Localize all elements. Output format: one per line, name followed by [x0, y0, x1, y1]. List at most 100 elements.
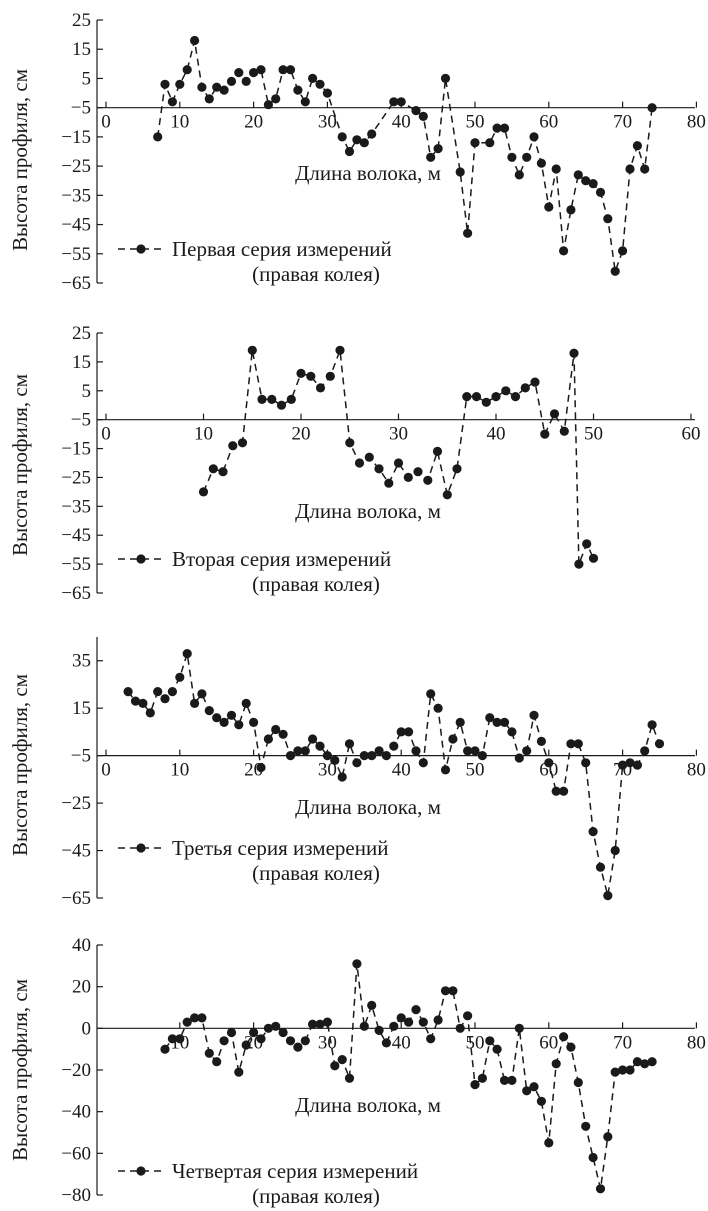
data-point: [138, 698, 148, 709]
data-point: [123, 687, 133, 697]
data-point: [296, 368, 306, 378]
data-point: [335, 345, 345, 355]
data-point: [226, 710, 237, 720]
y-tick-label: −25: [61, 156, 91, 177]
data-point: [330, 1061, 340, 1071]
data-point: [544, 202, 554, 212]
chart-2: 25 15 5 −5 −15 −25 −35 −45 −55 −65 0 10 20 30 40 50 60 Дл…: [8, 323, 701, 604]
data-point: [522, 746, 532, 756]
data-point: [582, 539, 592, 549]
data-point: [514, 1023, 524, 1033]
y-tick-label: −45: [61, 841, 91, 862]
x-tick-label: 60: [539, 760, 558, 781]
data-point: [470, 1080, 480, 1090]
data-point: [271, 1021, 281, 1031]
data-point: [234, 1067, 244, 1077]
x-axis-label: Длина волока, м: [295, 795, 441, 819]
data-point: [285, 65, 296, 75]
data-point: [322, 751, 332, 761]
data-point: [153, 132, 163, 142]
data-point: [337, 1055, 347, 1065]
data-point: [286, 394, 296, 404]
data-point: [344, 146, 355, 157]
x-tick-label: 40: [392, 112, 411, 133]
data-point: [256, 1034, 266, 1044]
data-point: [625, 164, 635, 174]
data-point: [271, 724, 281, 735]
data-point: [566, 205, 576, 215]
data-point: [529, 1082, 539, 1092]
legend-sublabel: (правая колея): [252, 1184, 380, 1208]
data-point: [433, 144, 443, 154]
data-point: [263, 100, 273, 110]
data-point: [455, 167, 465, 177]
data-point: [529, 132, 539, 142]
data-point: [492, 1044, 502, 1054]
data-point: [198, 487, 209, 497]
data-point: [588, 827, 598, 837]
legend-sublabel: (правая колея): [252, 572, 380, 596]
x-axis-label: Длина волока, м: [295, 161, 441, 185]
x-tick-label: 30: [389, 424, 408, 445]
x-tick-label: 50: [584, 424, 603, 445]
y-tick-label: 0: [82, 1018, 92, 1039]
y-tick-label: 15: [72, 352, 91, 373]
data-point: [470, 138, 480, 148]
data-point: [208, 464, 218, 474]
data-point: [396, 727, 406, 737]
data-point: [448, 986, 458, 996]
data-point: [381, 1038, 391, 1048]
data-point: [197, 689, 207, 699]
data-point: [499, 123, 510, 133]
data-point: [514, 170, 524, 180]
data-point: [293, 1042, 303, 1052]
data-point: [471, 392, 482, 402]
data-point: [426, 689, 436, 699]
data-point: [352, 758, 362, 768]
data-point: [204, 1048, 214, 1058]
data-point: [337, 772, 347, 782]
data-point: [499, 1075, 510, 1085]
data-point: [300, 97, 310, 107]
data-point: [367, 129, 377, 139]
data-point: [322, 1017, 332, 1027]
data-point: [625, 1065, 635, 1075]
data-point: [241, 698, 251, 709]
y-tick-label: −65: [61, 583, 91, 604]
x-axis-label: Длина волока, м: [295, 1093, 441, 1117]
data-point: [315, 383, 326, 393]
legend-label: Третья серия измерений: [172, 836, 388, 860]
data-point: [308, 73, 318, 83]
series-line: [202, 350, 595, 565]
data-point: [573, 739, 583, 749]
data-point: [448, 734, 458, 744]
data-point: [418, 1017, 428, 1027]
data-point: [344, 1073, 355, 1083]
data-point: [426, 1034, 436, 1044]
data-point: [219, 1036, 229, 1046]
data-point: [433, 703, 443, 713]
x-tick-label: 30: [318, 112, 337, 133]
data-point: [411, 1005, 421, 1015]
data-point: [364, 452, 374, 462]
data-point: [514, 753, 524, 763]
data-point: [389, 741, 399, 751]
y-tick-label: −80: [61, 1185, 91, 1206]
data-point: [573, 1077, 583, 1088]
legend-sublabel: (правая колея): [252, 861, 380, 885]
x-tick-label: 30: [318, 1032, 337, 1053]
data-point: [551, 1059, 561, 1069]
data-point: [463, 1011, 473, 1021]
data-point: [507, 152, 517, 162]
data-point: [247, 345, 257, 355]
x-tick-label: 50: [466, 112, 485, 133]
data-point: [228, 441, 238, 451]
data-point: [226, 1027, 237, 1038]
data-point: [588, 553, 599, 563]
data-point: [219, 85, 229, 95]
data-point: [559, 246, 569, 256]
data-point: [278, 1027, 288, 1038]
data-point: [440, 73, 451, 83]
data-point: [197, 82, 207, 92]
